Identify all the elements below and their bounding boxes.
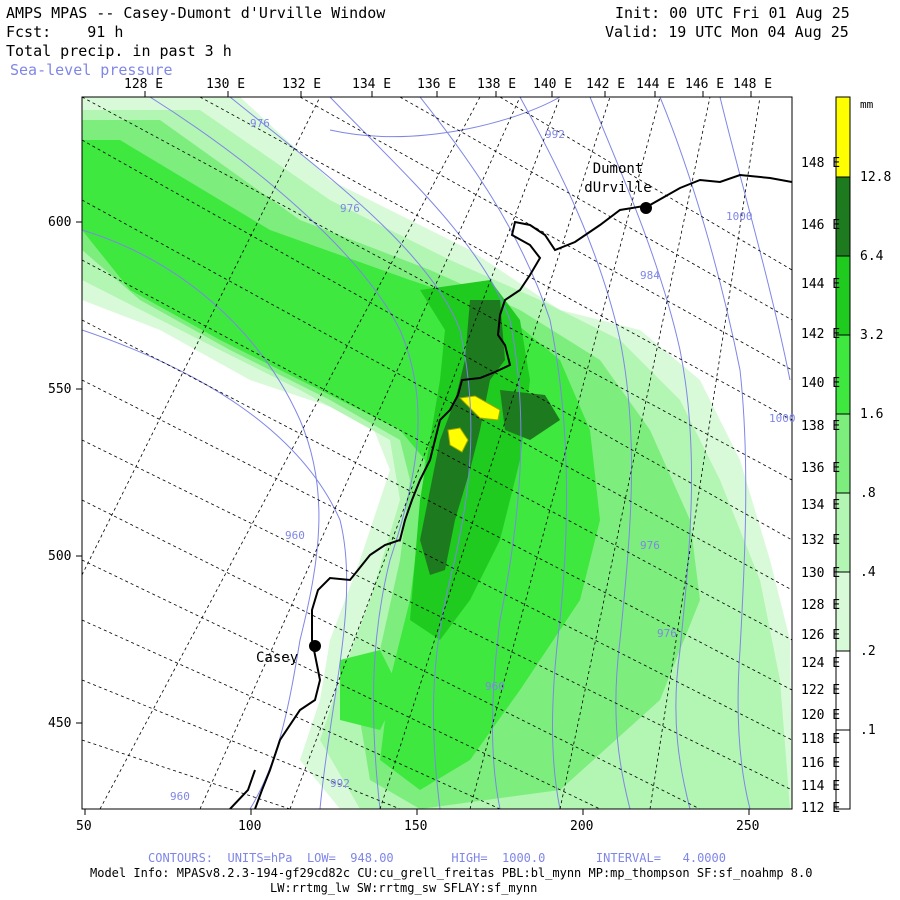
top-lon-label: 138 E	[477, 77, 517, 92]
right-lon-label: 144 E	[801, 277, 841, 292]
top-lon-label: 140 E	[533, 77, 573, 92]
legend-level-label: .8	[860, 486, 876, 501]
right-lon-label: 140 E	[801, 376, 841, 391]
top-lon-label: 136 E	[417, 77, 457, 92]
coastline	[229, 173, 792, 809]
init-time: Init: 00 UTC Fri 01 Aug 25	[615, 4, 850, 22]
legend-level-label: 1.6	[860, 407, 884, 422]
contour-label: 1000	[726, 210, 753, 223]
precip-field	[82, 97, 792, 809]
right-lon-label: 142 E	[801, 327, 841, 342]
contour-label: 960	[485, 680, 505, 693]
right-lon-label: 116 E	[801, 756, 841, 771]
left-axis-label: 450	[48, 716, 72, 731]
right-lon-label: 118 E	[801, 732, 841, 747]
left-axis-label: 600	[48, 215, 72, 230]
contour-label: 960	[170, 790, 190, 803]
right-lon-label: 124 E	[801, 656, 841, 671]
legend-level-label: 6.4	[860, 249, 884, 264]
top-lon-label: 130 E	[206, 77, 246, 92]
right-lon-label: 112 E	[801, 801, 841, 816]
top-lon-label: 142 E	[586, 77, 626, 92]
contour-label: 1000	[769, 412, 796, 425]
top-lon-label: 132 E	[282, 77, 322, 92]
contour-label: 984	[640, 269, 660, 282]
bottom-axis-label: 200	[570, 819, 594, 834]
legend-unit: mm	[860, 98, 874, 111]
bottom-axis-label: 250	[736, 819, 760, 834]
contour-label: 976	[640, 539, 660, 552]
contour-label: 976	[250, 117, 270, 130]
legend-level-label: .2	[860, 644, 876, 659]
dumont-durville-label: Dumont dUrville	[584, 161, 652, 196]
right-lon-label: 122 E	[801, 683, 841, 698]
dumont-station-marker	[640, 202, 652, 214]
contour-label: 976	[657, 627, 677, 640]
top-lon-label: 128 E	[124, 77, 164, 92]
left-ticks	[76, 221, 82, 724]
contour-info: CONTOURS: UNITS=hPa LOW= 948.00 HIGH= 10…	[148, 851, 726, 865]
left-axis-label: 550	[48, 382, 72, 397]
casey-station-marker	[309, 640, 321, 652]
right-lon-label: 120 E	[801, 708, 841, 723]
legend-level-label: 12.8	[860, 170, 892, 185]
right-lon-label: 126 E	[801, 628, 841, 643]
right-lon-label: 136 E	[801, 461, 841, 476]
right-lon-label: 132 E	[801, 533, 841, 548]
model-info: Model Info: MPASv8.2.3-194-gf29cd82c CU:…	[90, 866, 813, 880]
top-ticks	[144, 91, 752, 97]
right-lon-label: 148 E	[801, 156, 841, 171]
bottom-axis-label: 150	[404, 819, 428, 834]
right-lon-label: 138 E	[801, 419, 841, 434]
legend-colorbar	[835, 96, 851, 810]
contour-label: 992	[545, 128, 565, 141]
bottom-axis-label: 50	[76, 819, 92, 834]
pressure-contours	[82, 97, 791, 809]
map-title: AMPS MPAS -- Casey-Dumont d'Urville Wind…	[6, 4, 386, 22]
right-lon-label: 146 E	[801, 218, 841, 233]
right-lon-label: 128 E	[801, 598, 841, 613]
contour-label: 992	[330, 777, 350, 790]
model-info-physics: LW:rrtmg_lw SW:rrtmg_sw SFLAY:sf_mynn	[270, 881, 538, 895]
bottom-axis-label: 100	[238, 819, 262, 834]
field-description: Total precip. in past 3 h	[6, 42, 232, 60]
top-lon-label: 144 E	[636, 77, 676, 92]
legend-level-label: .4	[860, 565, 876, 580]
graticule	[82, 97, 792, 809]
contour-label: 960	[285, 529, 305, 542]
contour-label: 976	[340, 202, 360, 215]
legend-level-label: 3.2	[860, 328, 884, 343]
forecast-hour: Fcst: 91 h	[6, 23, 124, 41]
bottom-ticks	[84, 809, 750, 815]
casey-label: Casey	[256, 650, 299, 666]
top-lon-label: 146 E	[685, 77, 725, 92]
overlay-description: Sea-level pressure	[10, 61, 173, 79]
top-lon-label: 148 E	[733, 77, 773, 92]
right-lon-label: 114 E	[801, 779, 841, 794]
right-lon-label: 134 E	[801, 498, 841, 513]
right-lon-label: 130 E	[801, 566, 841, 581]
left-axis-label: 500	[48, 549, 72, 564]
top-lon-label: 134 E	[352, 77, 392, 92]
legend-level-label: .1	[860, 723, 876, 738]
valid-time: Valid: 19 UTC Mon 04 Aug 25	[605, 23, 849, 41]
